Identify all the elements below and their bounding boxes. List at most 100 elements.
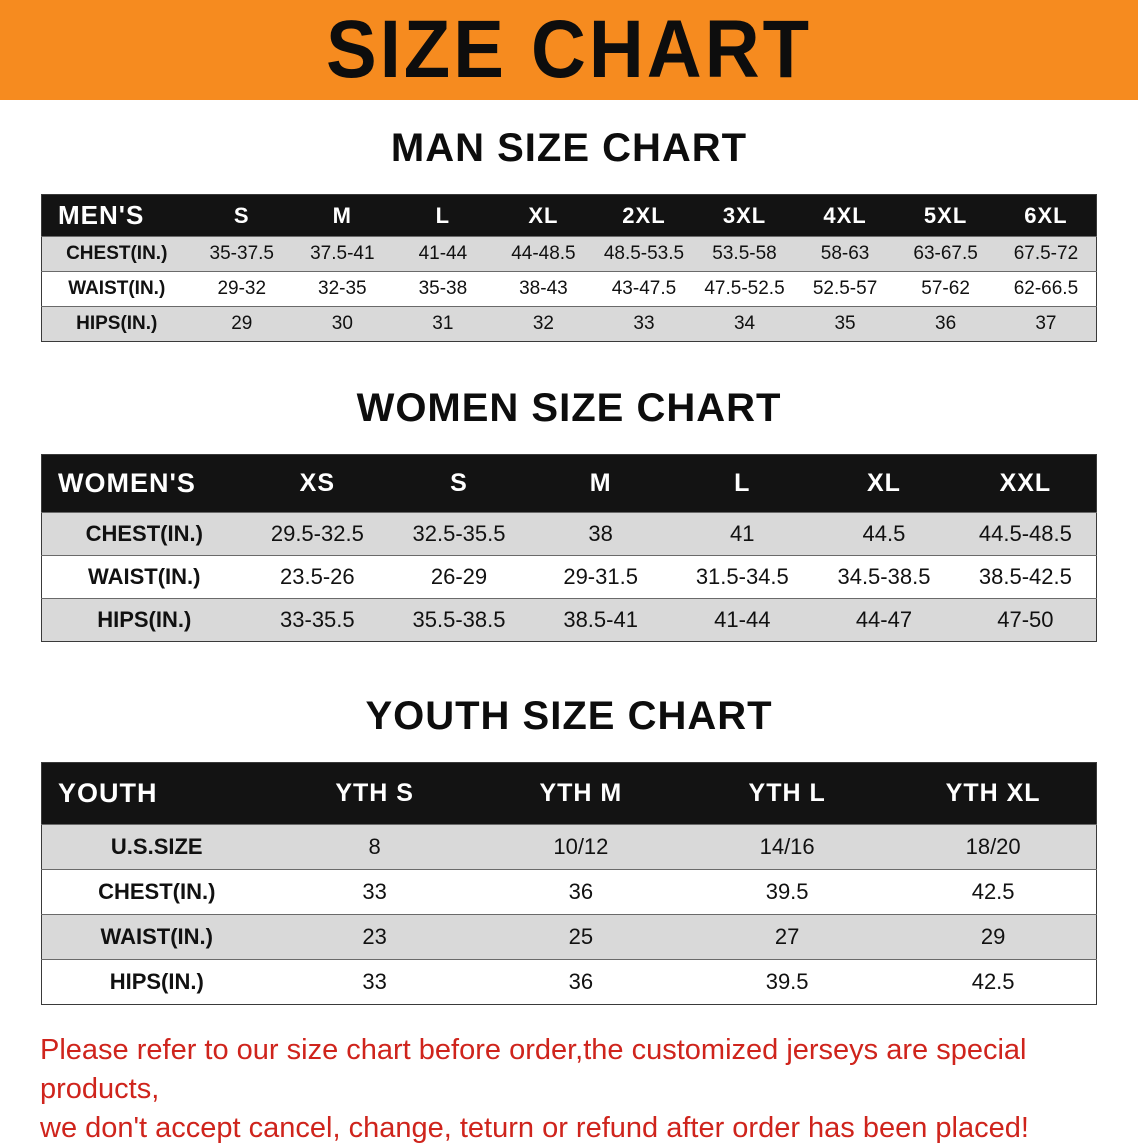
table-header-row: MEN'S S M L XL 2XL 3XL 4XL 5XL 6XL — [41, 194, 1097, 237]
size-value: 33 — [593, 306, 695, 342]
disclaimer-line-1: Please refer to our size chart before or… — [40, 1034, 1027, 1105]
measurement-label: WAIST(IN.) — [41, 555, 247, 599]
size-value: 33-35.5 — [246, 598, 389, 642]
measurement-label: CHEST(IN.) — [41, 236, 192, 272]
size-column-header: XXL — [954, 454, 1097, 513]
size-value: 29 — [191, 306, 293, 342]
size-column-header: XS — [246, 454, 389, 513]
size-value: 32-35 — [292, 271, 393, 307]
table-header-row: YOUTH YTH S YTH M YTH L YTH XL — [41, 762, 1097, 825]
size-value: 8 — [271, 824, 478, 870]
size-value: 44-48.5 — [493, 236, 594, 272]
size-column-header: 2XL — [593, 194, 695, 237]
table-row: HIPS(IN.) 33 36 39.5 42.5 — [41, 959, 1097, 1005]
table-row: HIPS(IN.) 29 30 31 32 33 34 35 36 37 — [41, 306, 1097, 342]
table-row: CHEST(IN.) 29.5-32.5 32.5-35.5 38 41 44.5 44.5… — [41, 512, 1097, 556]
table-row: HIPS(IN.) 33-35.5 35.5-38.5 38.5-41 41-44 44-… — [41, 598, 1097, 642]
youth-section-heading: YOUTH SIZE CHART — [365, 694, 773, 738]
table-row: CHEST(IN.) 35-37.5 37.5-41 41-44 44-48.5 48.5… — [41, 236, 1097, 272]
size-value: 48.5-53.5 — [593, 236, 695, 272]
size-column-header: S — [191, 194, 293, 237]
table-label: MEN'S — [41, 194, 192, 237]
size-value: 39.5 — [684, 869, 891, 915]
size-column-header: 5XL — [895, 194, 996, 237]
size-value: 27 — [684, 914, 891, 960]
disclaimer-line-2: we don't accept cancel, change, teturn o… — [40, 1112, 1029, 1144]
measurement-label: CHEST(IN.) — [41, 512, 247, 556]
women-size-section: WOMEN SIZE CHART WOMEN'S XS S M L XL XXL CHEST(… — [0, 384, 1138, 642]
women-size-table: WOMEN'S XS S M L XL XXL CHEST(IN.) 29.5-32.5 32.5… — [41, 454, 1097, 642]
youth-size-section: YOUTH SIZE CHART YOUTH YTH S YTH M YTH L YTH… — [0, 692, 1138, 1005]
size-value: 62-66.5 — [995, 271, 1097, 307]
size-value: 23.5-26 — [246, 555, 389, 599]
size-value: 18/20 — [890, 824, 1097, 870]
size-value: 38.5-42.5 — [954, 555, 1097, 599]
size-value: 44-47 — [813, 598, 955, 642]
size-chart-banner: SIZE CHART — [0, 0, 1138, 100]
size-column-header: YTH S — [271, 762, 478, 825]
youth-size-table: YOUTH YTH S YTH M YTH L YTH XL U.S.SIZE 8 10/12… — [41, 762, 1097, 1005]
banner-title: SIZE CHART — [326, 3, 812, 96]
size-value: 34.5-38.5 — [813, 555, 955, 599]
table-row: WAIST(IN.) 23.5-26 26-29 29-31.5 31.5-34.5 34… — [41, 555, 1097, 599]
men-section-heading: MAN SIZE CHART — [390, 126, 748, 170]
size-value: 52.5-57 — [794, 271, 896, 307]
size-value: 35-38 — [392, 271, 494, 307]
table-header-row: WOMEN'S XS S M L XL XXL — [41, 454, 1097, 513]
size-column-header: 6XL — [995, 194, 1097, 237]
size-value: 35-37.5 — [191, 236, 293, 272]
size-value: 36 — [895, 306, 996, 342]
size-value: 44.5-48.5 — [954, 512, 1097, 556]
size-value: 57-62 — [895, 271, 996, 307]
size-column-header: YTH XL — [890, 762, 1097, 825]
size-value: 31 — [392, 306, 494, 342]
size-value: 67.5-72 — [995, 236, 1097, 272]
size-value: 29-31.5 — [529, 555, 672, 599]
size-value: 10/12 — [477, 824, 684, 870]
size-value: 14/16 — [684, 824, 891, 870]
disclaimer-text: Please refer to our size chart before or… — [0, 1031, 1138, 1148]
size-value: 36 — [477, 959, 684, 1005]
size-value: 44.5 — [813, 512, 955, 556]
size-value: 26-29 — [388, 555, 530, 599]
size-value: 41-44 — [392, 236, 494, 272]
table-label: YOUTH — [41, 762, 272, 825]
size-value: 63-67.5 — [895, 236, 996, 272]
size-value: 47.5-52.5 — [694, 271, 795, 307]
size-value: 34 — [694, 306, 795, 342]
size-value: 36 — [477, 869, 684, 915]
size-value: 42.5 — [890, 869, 1097, 915]
size-column-header: YTH M — [477, 762, 684, 825]
size-column-header: XL — [813, 454, 955, 513]
size-column-header: S — [388, 454, 530, 513]
measurement-label: HIPS(IN.) — [41, 598, 247, 642]
size-value: 33 — [271, 869, 478, 915]
size-value: 35.5-38.5 — [388, 598, 530, 642]
size-value: 35 — [794, 306, 896, 342]
size-column-header: M — [529, 454, 672, 513]
size-column-header: 4XL — [794, 194, 896, 237]
size-value: 30 — [292, 306, 393, 342]
size-column-header: M — [292, 194, 393, 237]
size-value: 38.5-41 — [529, 598, 672, 642]
size-value: 37.5-41 — [292, 236, 393, 272]
size-value: 32 — [493, 306, 594, 342]
size-value: 42.5 — [890, 959, 1097, 1005]
table-row: CHEST(IN.) 33 36 39.5 42.5 — [41, 869, 1097, 915]
size-value: 58-63 — [794, 236, 896, 272]
table-row: WAIST(IN.) 23 25 27 29 — [41, 914, 1097, 960]
size-value: 43-47.5 — [593, 271, 695, 307]
size-value: 29.5-32.5 — [246, 512, 389, 556]
measurement-label: HIPS(IN.) — [41, 959, 272, 1005]
size-column-header: 3XL — [694, 194, 795, 237]
measurement-label: WAIST(IN.) — [41, 914, 272, 960]
women-section-heading: WOMEN SIZE CHART — [356, 386, 782, 430]
table-row: U.S.SIZE 8 10/12 14/16 18/20 — [41, 824, 1097, 870]
men-size-section: MAN SIZE CHART MEN'S S M L XL 2XL 3XL 4XL 5XL 6XL… — [0, 124, 1138, 342]
table-row: WAIST(IN.) 29-32 32-35 35-38 38-43 43-47.5 47.… — [41, 271, 1097, 307]
size-column-header: L — [392, 194, 494, 237]
measurement-label: CHEST(IN.) — [41, 869, 272, 915]
table-label: WOMEN'S — [41, 454, 247, 513]
measurement-label: WAIST(IN.) — [41, 271, 192, 307]
size-value: 53.5-58 — [694, 236, 795, 272]
